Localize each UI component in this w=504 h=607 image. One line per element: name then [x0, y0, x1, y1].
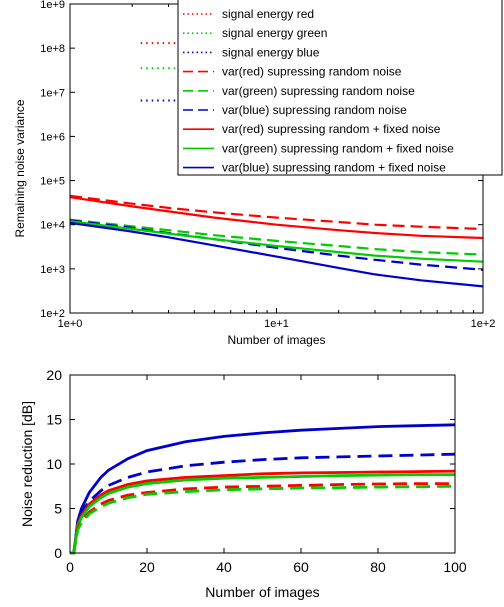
y-tick-label: 1e+8	[40, 43, 65, 55]
plot-2-frame	[69, 374, 456, 554]
plot-1	[69, 42, 484, 288]
x-tick-label: 40	[216, 559, 232, 575]
y-axis-label: Remaining noise variance	[13, 99, 27, 237]
x-tick-label: 80	[370, 559, 386, 575]
y-tick-label: 1e+6	[40, 131, 65, 143]
y-tick-label: 0	[54, 545, 62, 561]
y-tick-label: 1e+9	[40, 0, 65, 11]
y-tick-label: 1e+4	[40, 220, 65, 232]
series-line-8	[69, 220, 484, 263]
x-axis-label: Number of images	[205, 584, 319, 600]
legend-label: signal energy red	[222, 7, 314, 21]
y-tick-label: 1e+5	[40, 176, 65, 188]
y-tick-label: 1e+2	[40, 308, 65, 320]
series-line-1	[70, 423, 456, 555]
y-tick-label: 20	[46, 367, 62, 383]
legend-label: var(blue) supressing random noise	[222, 103, 407, 117]
legend-label: var(green) supressing random noise	[222, 84, 415, 98]
x-tick-label: 1e+2	[471, 318, 496, 330]
plot-2	[70, 423, 456, 555]
series-line-4	[69, 194, 484, 231]
y-tick-label: 1e+7	[40, 87, 65, 99]
legend-label: var(red) supressing random + fixed noise	[222, 122, 441, 136]
y-tick-label: 5	[54, 501, 62, 517]
series-line-2	[70, 452, 456, 555]
x-tick-label: 20	[139, 559, 155, 575]
y-axis-label: Noise reduction [dB]	[19, 401, 35, 527]
x-tick-label: 1e+0	[58, 318, 83, 330]
series-line-6	[70, 484, 456, 555]
x-tick-label: 60	[293, 559, 309, 575]
x-tick-label: 0	[66, 559, 74, 575]
series-line-5	[69, 218, 484, 256]
y-tick-label: 15	[46, 412, 62, 428]
legend-label: signal energy blue	[222, 45, 320, 59]
x-tick-label: 1e+1	[264, 318, 289, 330]
series-line-9	[69, 221, 484, 288]
y-tick-label: 10	[46, 456, 62, 472]
x-tick-label: 100	[443, 559, 467, 575]
legend-label: var(green) supressing random + fixed noi…	[222, 141, 454, 155]
series-line-7	[69, 196, 484, 240]
x-axis-label: Number of images	[227, 333, 325, 347]
legend-label: var(red) supressing random noise	[222, 65, 402, 79]
legend-box	[177, 0, 503, 176]
legend-label: signal energy green	[222, 26, 327, 40]
legend-label: var(blue) supressing random + fixed nois…	[222, 161, 446, 175]
series-line-4	[70, 473, 455, 555]
y-tick-label: 1e+3	[40, 264, 65, 276]
series-line-5	[70, 482, 455, 555]
